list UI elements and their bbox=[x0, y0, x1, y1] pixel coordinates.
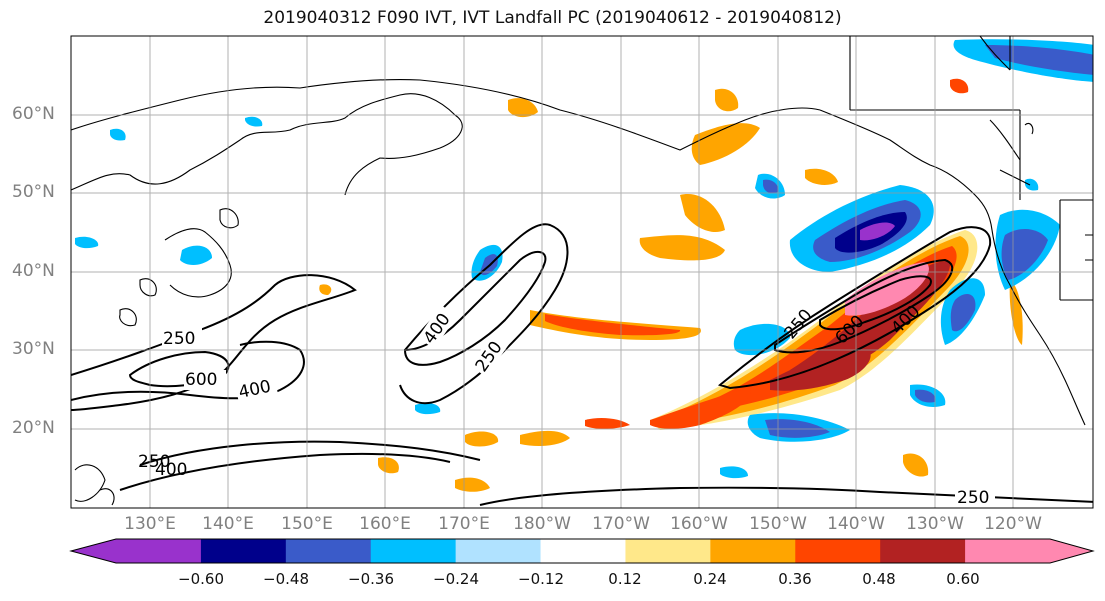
lat-label: 20°N bbox=[12, 418, 55, 438]
lon-label: 120°W bbox=[984, 514, 1042, 534]
contour-label: 250 bbox=[138, 452, 170, 472]
lat-label: 30°N bbox=[12, 339, 55, 359]
contour-label: 400 bbox=[155, 460, 187, 480]
colorbar-tick-label: −0.36 bbox=[348, 570, 394, 588]
lon-label: 150°E bbox=[281, 514, 333, 534]
colorbar-segment bbox=[540, 539, 626, 563]
lon-label: 130°E bbox=[124, 514, 176, 534]
colorbar-extend-max bbox=[1050, 539, 1093, 563]
colorbar-tick-label: −0.48 bbox=[263, 570, 309, 588]
colorbar-segment bbox=[200, 539, 287, 563]
lon-label: 140°E bbox=[202, 514, 254, 534]
map-title: 2019040312 F090 IVT, IVT Landfall PC (20… bbox=[263, 8, 842, 28]
colorbar-segment bbox=[285, 539, 372, 563]
lon-label: 160°E bbox=[359, 514, 411, 534]
colorbar-tick-label: 0.24 bbox=[693, 570, 727, 588]
graticule bbox=[71, 36, 1093, 508]
contour-label: 600 bbox=[185, 370, 217, 390]
lon-label: 170°W bbox=[592, 514, 650, 534]
colorbar-segment bbox=[795, 539, 881, 563]
colorbar-segment bbox=[880, 539, 966, 563]
lat-label: 50°N bbox=[12, 182, 55, 202]
colorbar-segment bbox=[370, 539, 457, 563]
lon-label: 140°W bbox=[827, 514, 885, 534]
colorbar-extend-min bbox=[71, 539, 116, 563]
colorbar-segment bbox=[455, 539, 542, 563]
colorbar-tick-label: 0.48 bbox=[862, 570, 896, 588]
contour-label: 250 bbox=[957, 488, 989, 508]
colorbar-tick-label: −0.60 bbox=[178, 570, 224, 588]
colorbar-segment bbox=[710, 539, 796, 563]
lon-label: 130°W bbox=[906, 514, 964, 534]
colorbar-tick-label: −0.24 bbox=[433, 570, 479, 588]
colorbar-tick-label: 0.60 bbox=[946, 570, 980, 588]
contour-label: 250 bbox=[163, 329, 195, 349]
lat-label: 40°N bbox=[12, 261, 55, 281]
colorbar-tick-label: 0.36 bbox=[778, 570, 812, 588]
lon-label: 150°W bbox=[749, 514, 807, 534]
colorbar-tick-label: −0.12 bbox=[518, 570, 564, 588]
colorbar-outline bbox=[69, 538, 1095, 564]
colorbar-segment bbox=[965, 539, 1051, 563]
lon-label: 160°W bbox=[670, 514, 728, 534]
contour-label: 400 bbox=[237, 377, 273, 403]
lat-label: 60°N bbox=[12, 104, 55, 124]
colorbar-tick-label: 0.12 bbox=[608, 570, 642, 588]
lon-label: 170°E bbox=[438, 514, 490, 534]
map-frame bbox=[70, 35, 1094, 509]
colorbar-segment bbox=[625, 539, 711, 563]
colorbar-segment bbox=[116, 539, 202, 563]
lon-label: 180°W bbox=[513, 514, 571, 534]
colorbar bbox=[69, 538, 1095, 564]
